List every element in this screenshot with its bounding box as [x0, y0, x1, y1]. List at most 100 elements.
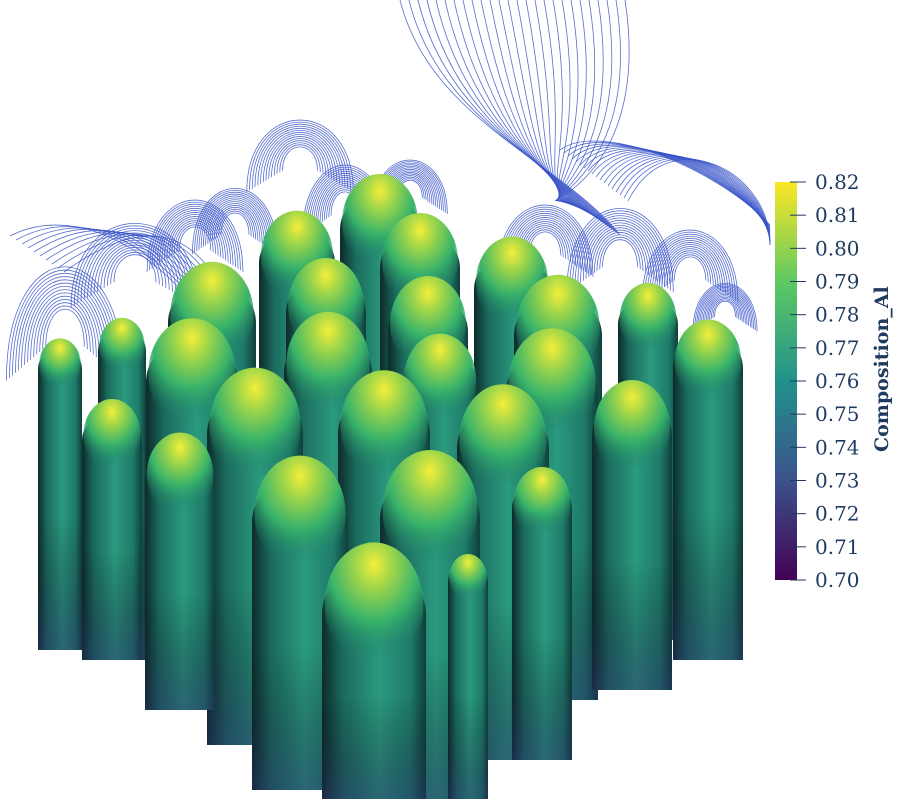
streamline [656, 242, 724, 293]
colorbar-tick-label: 0.70 [815, 568, 860, 592]
streamline [591, 150, 771, 235]
streamline [214, 206, 256, 240]
streamline [166, 216, 224, 259]
streamline [710, 298, 740, 320]
streamline [602, 239, 638, 268]
streamline [87, 235, 183, 298]
streamline [696, 285, 754, 330]
streamline [646, 233, 734, 299]
streamline [164, 214, 226, 261]
streamline [220, 212, 250, 235]
streamline [714, 300, 736, 318]
streamline [262, 132, 338, 183]
pillar-cap [619, 283, 677, 355]
streamline [216, 209, 254, 238]
streamline [593, 232, 647, 274]
colorbar-tick-label: 0.72 [815, 502, 860, 526]
streamline [699, 288, 751, 327]
streamline [205, 199, 265, 246]
streamline [249, 121, 351, 191]
streamline [408, 0, 619, 234]
streamline [30, 292, 100, 360]
streamline [619, 157, 771, 244]
streamline [700, 289, 750, 326]
streamline [271, 138, 329, 178]
streamline [673, 256, 707, 281]
pillar-cap [674, 319, 742, 404]
colorbar-tick-label: 0.75 [815, 402, 860, 426]
streamline [198, 193, 272, 250]
streamline [709, 296, 741, 321]
streamline [668, 252, 712, 284]
pillar-cap [594, 380, 670, 476]
streamline [615, 156, 771, 242]
streamline [471, 0, 605, 224]
pillar-shade [592, 400, 672, 690]
streamline [161, 212, 229, 263]
pillar-cap [254, 455, 346, 571]
streamline [649, 235, 731, 298]
colorbar-tick-label: 0.76 [815, 369, 860, 393]
streamline [585, 225, 655, 279]
streamline [444, 0, 611, 228]
streamline [93, 240, 177, 294]
streamline [704, 292, 746, 324]
pillar-cap [209, 367, 301, 483]
streamline [260, 130, 340, 184]
streamline [580, 220, 660, 283]
pillar-shade [673, 337, 743, 660]
streamline [399, 0, 621, 236]
streamline [80, 230, 190, 302]
streamline [702, 291, 748, 325]
colorbar-tick-label: 0.77 [815, 336, 860, 360]
pillar-cap [340, 370, 428, 481]
streamline [265, 134, 335, 181]
streamline [154, 205, 236, 268]
streamline [654, 240, 726, 294]
streamline [525, 0, 593, 215]
streamline [45, 308, 85, 347]
pillar-cap [382, 450, 478, 570]
colorbar-tick-label: 0.80 [815, 236, 860, 260]
pillar-cap [83, 399, 141, 471]
streamline [462, 0, 607, 225]
streamline [151, 203, 239, 269]
streamline [692, 282, 758, 332]
streamline [273, 140, 327, 176]
streamline [251, 124, 349, 189]
streamline [623, 158, 771, 245]
streamline [203, 197, 267, 247]
streamline [279, 144, 321, 173]
streamline [426, 0, 615, 231]
streamline [664, 248, 716, 288]
streamline [599, 236, 641, 270]
streamline [671, 254, 709, 283]
streamline [276, 142, 324, 174]
streamline [611, 155, 771, 241]
streamlines [6, 0, 771, 381]
streamline [480, 0, 603, 222]
pillar-shade [512, 482, 572, 760]
colorbar-tick-label: 0.73 [815, 469, 860, 493]
streamline [110, 251, 160, 285]
streamline [156, 207, 234, 266]
pillar-cap [286, 311, 370, 418]
pillar-shade [38, 349, 82, 650]
colorbar-title: Composition_Al [871, 286, 893, 452]
composition-pillars [38, 174, 743, 799]
pillar-cap [459, 384, 547, 495]
streamline [556, 0, 621, 202]
pillar-cap [146, 432, 214, 517]
streamline [577, 217, 663, 285]
streamline [113, 254, 157, 283]
streamline [666, 250, 714, 286]
streamline [571, 212, 669, 289]
streamline [705, 294, 745, 323]
streamline [588, 227, 652, 277]
streamline [659, 244, 721, 291]
pillar-cap [99, 317, 145, 376]
streamline [268, 136, 332, 179]
streamline [507, 0, 597, 218]
streamline [42, 305, 88, 350]
streamline [27, 289, 103, 363]
